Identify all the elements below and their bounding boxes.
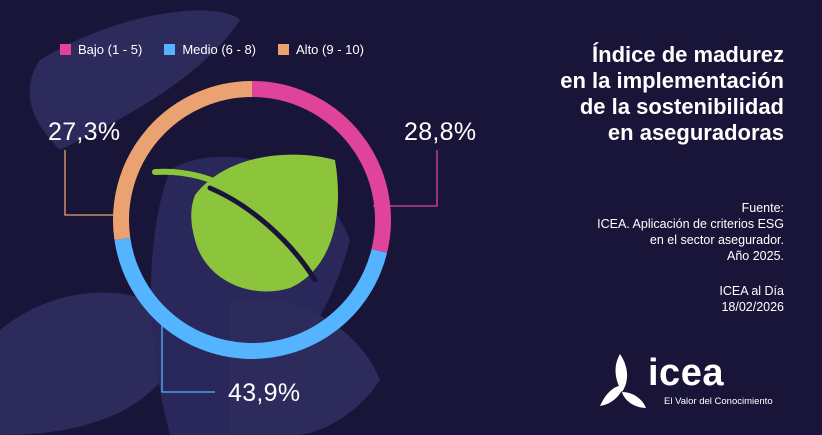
logo-petal-top [615,354,628,392]
publication-name: ICEA al Día [719,284,784,298]
title-line-1: Índice de madurez [592,42,784,67]
title-line-4: en aseguradoras [607,120,784,145]
title-line-3: de la sostenibilidad [579,94,784,119]
logo-petal-left [600,385,624,406]
icea-logo: icea El Valor del Conocimiento [598,352,798,412]
logo-petal-right [622,392,646,408]
slice-alto [113,81,253,241]
legend-label-alto: Alto (9 - 10) [296,42,364,57]
source-line-3: en el sector asegurador. [649,233,784,247]
leaf-vein [207,185,318,283]
icea-logo-icon [600,354,646,408]
connector-bajo [373,150,438,207]
leaf-icon [152,154,338,292]
slice-medio [114,237,388,359]
slice-bajo [251,81,391,253]
source-line-4: Año 2025. [727,249,784,263]
data-label-alto: 27,3% [48,118,121,146]
source-line-2: ICEA. Aplicación de criterios ESG [597,217,784,231]
legend-swatch-medio [164,44,176,55]
logo-tagline: El Valor del Conocimiento [664,396,773,407]
source-note: Fuente: ICEA. Aplicación de criterios ES… [484,200,784,264]
logo-wordmark: icea [648,352,724,394]
legend-swatch-alto [278,44,290,55]
legend-label-bajo: Bajo (1 - 5) [78,42,143,57]
data-label-bajo: 28,8% [404,118,477,146]
publication-date: 18/02/2026 [721,300,784,314]
publication-info: ICEA al Día 18/02/2026 [484,283,784,315]
legend-swatch-bajo [60,44,71,55]
donut-chart [113,81,391,359]
chart-legend: Bajo (1 - 5) Medio (6 - 8) Alto (9 - 10) [60,42,364,57]
legend-item-bajo: Bajo (1 - 5) [60,42,142,57]
connector-medio [161,320,215,393]
chart-title: Índice de madurez en la implementación d… [484,42,784,146]
source-line-1: Fuente: [741,201,784,215]
decor-leaf-left [29,10,240,150]
leaf-stem [152,168,243,198]
legend-item-medio: Medio (6 - 8) [164,42,256,57]
connector-alto [64,150,118,216]
legend-item-alto: Alto (9 - 10) [278,42,364,57]
data-label-medio: 43,9% [228,379,301,407]
decor-leaf-bottom-left [0,292,190,435]
decor-leaf-bottom-center [230,298,380,435]
title-line-2: en la implementación [560,68,784,93]
legend-label-medio: Medio (6 - 8) [182,42,257,57]
label-connectors [64,150,438,393]
